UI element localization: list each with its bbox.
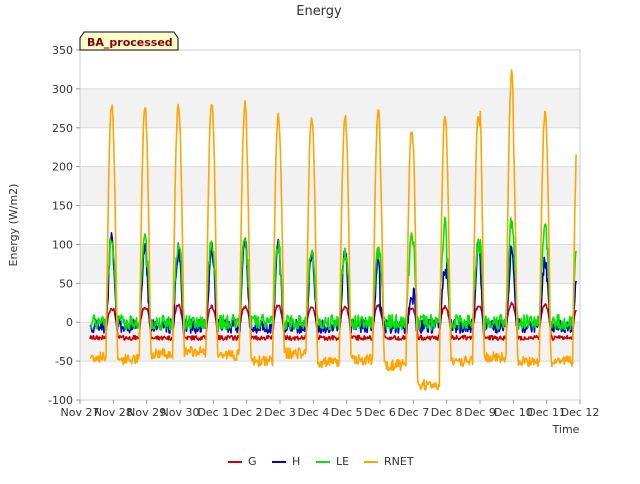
y-tick-label: 150 (52, 200, 73, 213)
chart-title: Energy (296, 4, 342, 19)
x-tick-label: Dec 4 (297, 406, 329, 419)
x-tick-label: Dec 7 (397, 406, 429, 419)
y-axis: -100 -50 0 50 100 150 200 250 300 350 (48, 44, 80, 407)
y-tick-label: -50 (55, 355, 73, 368)
x-tick-label: Dec 10 (494, 406, 533, 419)
legend-item-h: H (272, 455, 300, 468)
x-tick-label: Dec 12 (561, 406, 600, 419)
y-tick-label: 0 (66, 316, 73, 329)
legend-label: G (248, 455, 257, 468)
x-tick-label: Dec 2 (231, 406, 263, 419)
legend-item-g: G (228, 455, 257, 468)
band (80, 166, 580, 206)
legend: G H LE RNET (228, 455, 414, 468)
badge: BA_processed (79, 31, 179, 51)
y-tick-label: 300 (52, 83, 73, 96)
band (80, 205, 580, 245)
legend-label: LE (336, 455, 349, 468)
series-le-line (89, 216, 577, 331)
y-tick-label: -100 (48, 394, 73, 407)
band (80, 127, 580, 167)
y-tick-label: 50 (59, 277, 73, 290)
x-tick-label: Nov 30 (161, 406, 200, 419)
plot-frame (79, 49, 581, 401)
x-axis-label: Time (552, 423, 580, 436)
plot-bands (80, 49, 580, 401)
series-rnet-line (89, 69, 577, 391)
band (80, 244, 580, 284)
x-tick-label: Dec 1 (197, 406, 229, 419)
band (80, 50, 580, 89)
y-tick-label: 350 (52, 44, 73, 57)
badge-label: BA_processed (87, 36, 173, 49)
x-tick-label: Nov 27 (61, 406, 100, 419)
legend-label: H (292, 455, 300, 468)
x-tick-label: Dec 3 (264, 406, 296, 419)
series-layer (89, 69, 577, 391)
x-tick-label: Dec 8 (431, 406, 463, 419)
band (80, 283, 580, 323)
y-tick-label: 100 (52, 238, 73, 251)
legend-item-rnet: RNET (364, 455, 414, 468)
x-tick-label: Dec 5 (331, 406, 363, 419)
legend-label: RNET (384, 455, 414, 468)
x-tick-label: Nov 28 (94, 406, 133, 419)
x-tick-label: Dec 6 (364, 406, 396, 419)
band (80, 88, 580, 128)
x-tick-label: Nov 29 (127, 406, 166, 419)
y-axis-label: Energy (W/m2) (7, 184, 20, 267)
y-tick-label: 200 (52, 161, 73, 174)
y-tick-label: 250 (52, 122, 73, 135)
band (80, 361, 580, 400)
x-tick-label: Dec 11 (527, 406, 566, 419)
legend-item-le: LE (316, 455, 349, 468)
series-g-line (89, 301, 577, 341)
x-tick-label: Dec 9 (464, 406, 496, 419)
